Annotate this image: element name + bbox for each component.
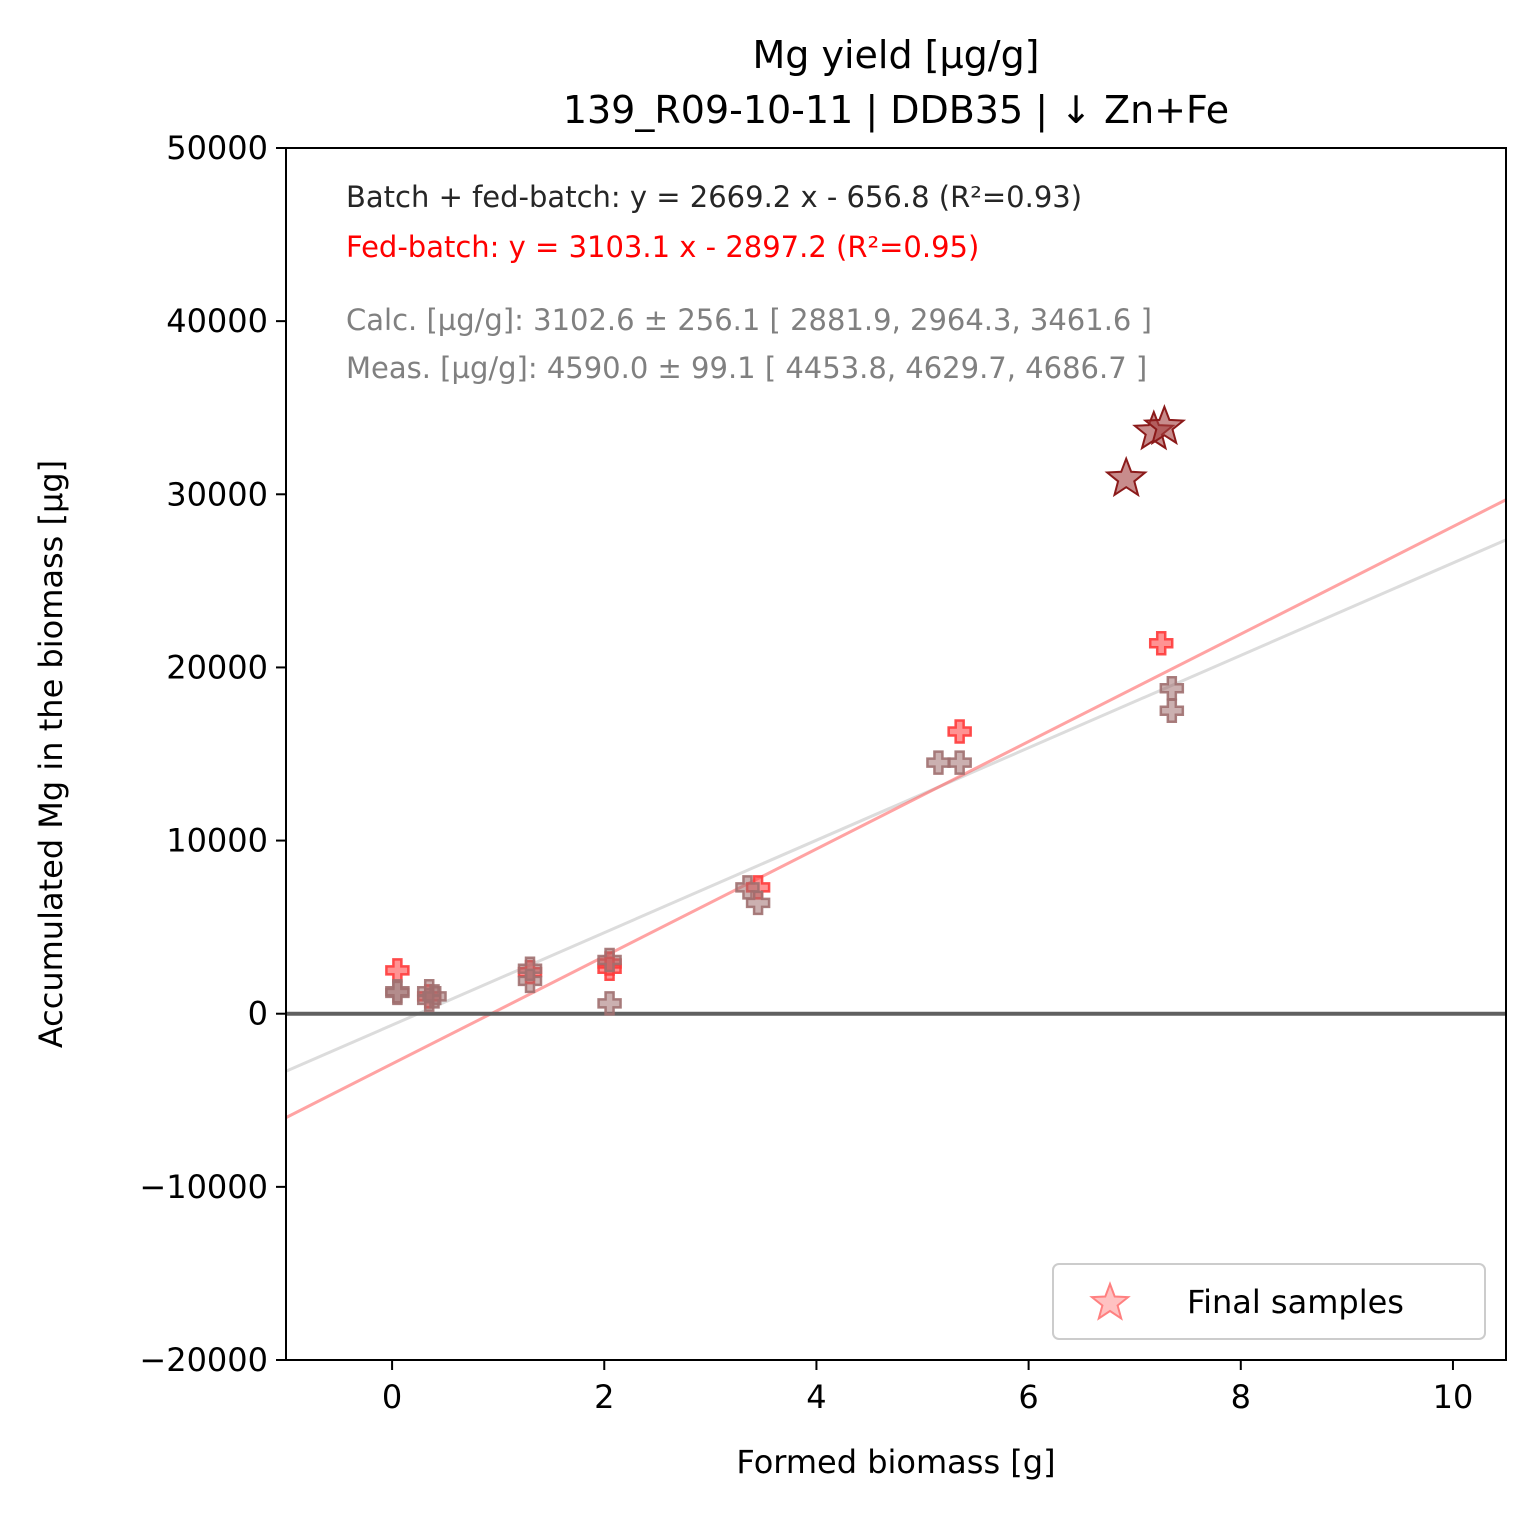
y-axis-label: Accumulated Mg in the biomass [µg] [32, 460, 70, 1048]
star-marker [1104, 455, 1148, 498]
y-axis-ticks: −20000 −10000 0 10000 20000 30000 40000 50000 [139, 129, 286, 1379]
legend-box [1052, 1263, 1486, 1340]
plus-marker [1148, 630, 1174, 656]
annotation-calculated: Calc. [µg/g]: 3102.6 ± 256.1 [ 2881.9, 2… [346, 303, 1152, 337]
x-axis-ticks: 0 2 4 6 8 10 [382, 1360, 1473, 1416]
legend-star-shape [1089, 1281, 1131, 1321]
y-tick-label: 30000 [166, 475, 268, 513]
star-marker [1142, 403, 1187, 446]
plus-marker [597, 991, 622, 1016]
y-tick-label: −20000 [139, 1341, 268, 1379]
fit-line-0 [285, 538, 1507, 1073]
annotation-measured: Meas. [µg/g]: 4590.0 ± 99.1 [ 4453.8, 46… [346, 351, 1147, 385]
y-tick-label: 40000 [166, 302, 268, 340]
legend-label-final-samples: Final samples [1187, 1283, 1404, 1321]
y-tick-label: 50000 [166, 129, 268, 167]
annotation-batch-fit: Batch + fed-batch: y = 2669.2 x - 656.8 … [346, 180, 1082, 214]
plus-marker [947, 750, 972, 775]
y-tick-label: 20000 [166, 648, 268, 686]
plot-frame [285, 147, 1507, 1361]
plus-marker [745, 890, 771, 916]
plus-marker [385, 980, 410, 1006]
x-tick-label: 2 [594, 1378, 614, 1416]
x-tick-label: 4 [806, 1378, 826, 1416]
x-axis-label: Formed biomass [g] [736, 1443, 1055, 1481]
y-tick-label: −10000 [139, 1168, 268, 1206]
legend-star-icon [1089, 1281, 1131, 1321]
annotations: Batch + fed-batch: y = 2669.2 x - 656.8 … [346, 180, 1152, 385]
chart-title: Mg yield [µg/g] [752, 33, 1039, 77]
x-tick-label: 6 [1018, 1378, 1038, 1416]
plot-area [286, 148, 1506, 1360]
annotation-fedbatch-fit: Fed-batch: y = 3103.1 x - 2897.2 (R²=0.9… [346, 230, 979, 264]
chart-subtitle: 139_R09-10-11 | DDB35 | ↓ Zn+Fe [563, 88, 1229, 133]
plus-marker [422, 984, 447, 1009]
x-tick-label: 0 [382, 1378, 402, 1416]
y-tick-label: 0 [248, 995, 268, 1033]
y-tick-label: 10000 [166, 822, 268, 860]
plus-marker [947, 719, 972, 744]
markers [385, 403, 1187, 1016]
plus-marker [597, 947, 622, 973]
plus-marker [926, 750, 951, 775]
legend: Final samples [1052, 1263, 1486, 1340]
plus-marker [1159, 698, 1185, 723]
x-tick-label: 8 [1231, 1378, 1251, 1416]
x-tick-label: 10 [1433, 1378, 1474, 1416]
plus-marker [517, 968, 543, 994]
